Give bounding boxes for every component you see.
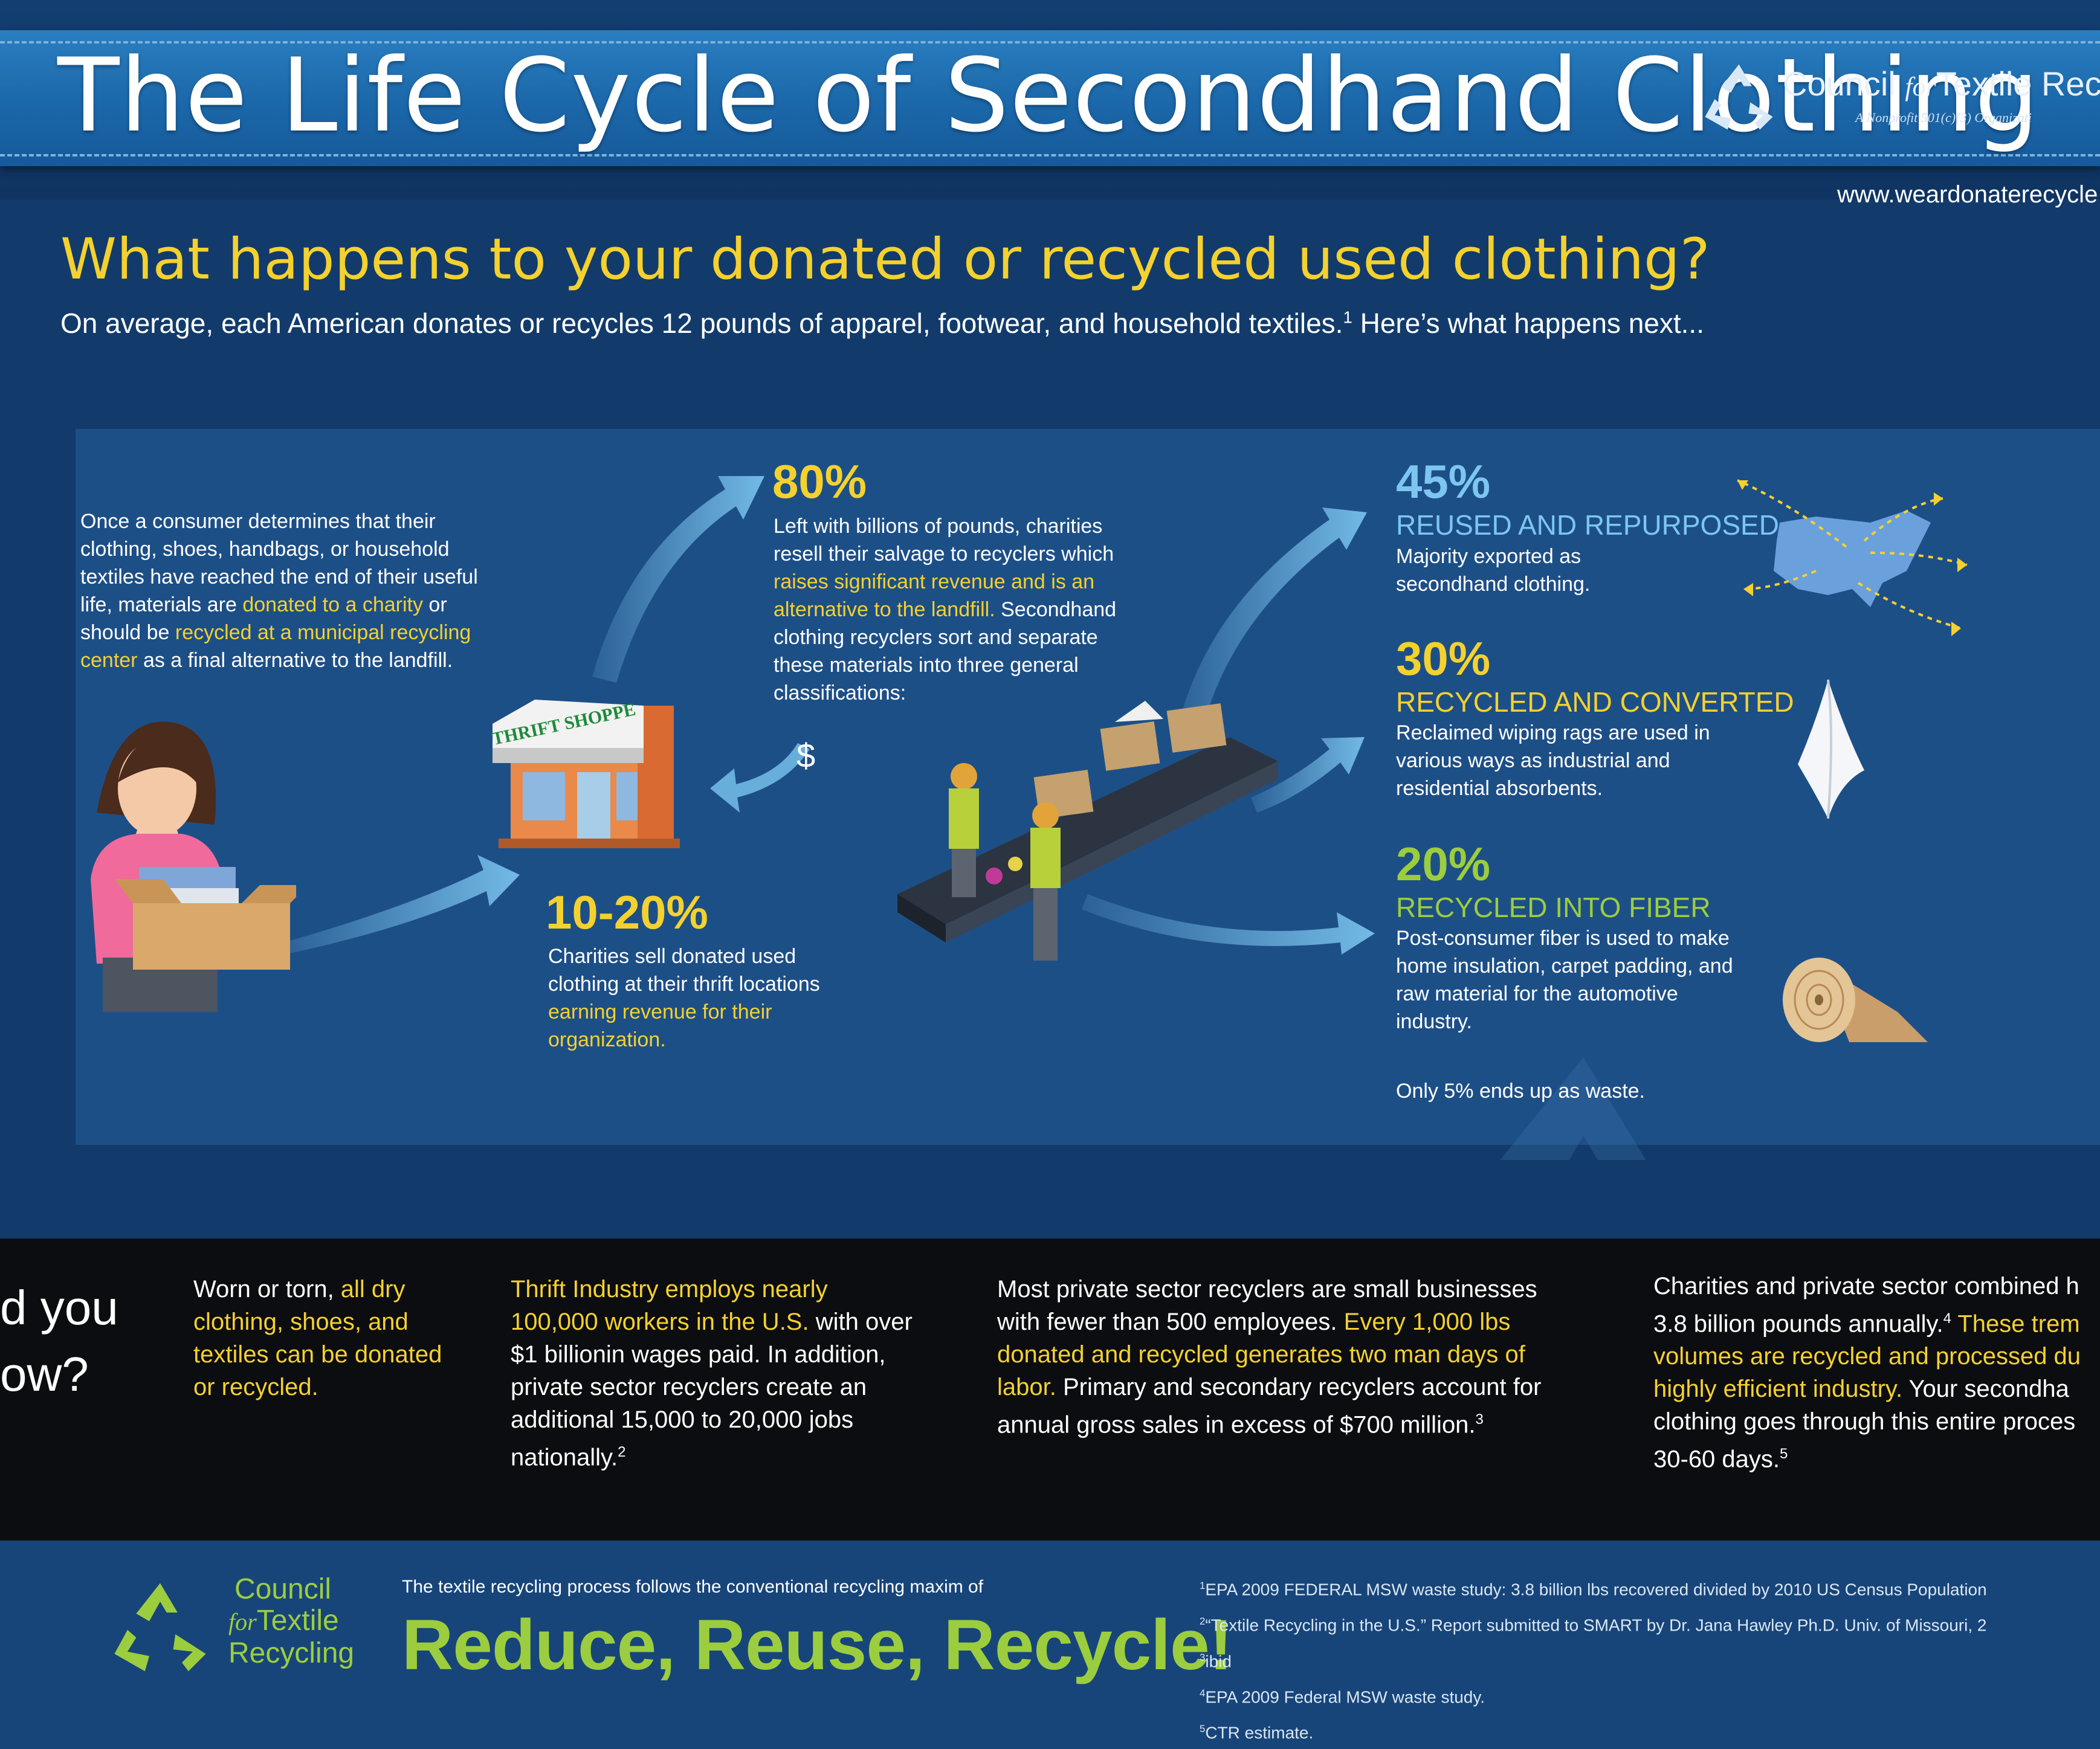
arrow-to-recyclers (592, 476, 764, 683)
arrow-dollar-return (710, 743, 810, 813)
consumer-text: Once a consumer determines that their cl… (80, 510, 478, 672)
reused-title: REUSED AND REPURPOSED (1396, 509, 1779, 541)
arrow-to-reused (1178, 507, 1367, 728)
waste-note: Only 5% ends up as waste. (1396, 1080, 1646, 1103)
dollar-sign: $ (796, 736, 816, 775)
recycle-logo-icon (1705, 64, 1773, 130)
converted-text: Reclaimed wiping rags are used in variou… (1396, 721, 1710, 800)
fact-small-businesses: Most private sector recyclers are small … (997, 1276, 1542, 1438)
fiber-roll-icon (1783, 958, 1928, 1042)
footnote-item: 5CTR estimate. (1200, 1723, 1314, 1742)
page-title: The Life Cycle of Secondhand Clothing (57, 36, 2040, 155)
recycle-logo-footer-icon (114, 1583, 206, 1672)
banner-stitch-top (0, 41, 2100, 43)
converted-title: RECYCLED AND CONVERTED (1396, 686, 1794, 718)
did-you-know-heading: d you ow? (0, 1281, 118, 1401)
reused-percent: 45% (1396, 455, 1491, 508)
recyclers-text: Left with billions of pounds, charities … (774, 515, 1117, 704)
reused-text: Majority exported as secondhand clothing… (1396, 545, 1591, 596)
sorting-conveyor-illustration (897, 701, 1278, 961)
footnote-item: 2“Textile Recycling in the U.S.” Report … (1200, 1615, 1987, 1635)
intro-text: On average, each American donates or rec… (60, 308, 1704, 339)
footnotes: 1EPA 2009 FEDERAL MSW waste study: 3.8 b… (1200, 1570, 2100, 1749)
fact-donate: Worn or torn, all dry clothing, shoes, a… (193, 1276, 442, 1400)
maxim-headline: Reduce, Reuse, Recycle! (402, 1605, 1233, 1685)
footer (0, 1541, 2100, 1749)
banner-stitch-bottom (0, 154, 2100, 156)
converted-percent: 30% (1396, 632, 1491, 685)
usa-map-icon (1737, 479, 1968, 636)
flow-arrows (284, 476, 1646, 1160)
org-subtitle-header: A Nonprofit 501(c)(3) Organizati (1855, 110, 2032, 125)
footnote-item: 4EPA 2009 Federal MSW waste study. (1200, 1687, 1485, 1707)
thrift-text: Charities sell donated used clothing at … (548, 945, 820, 1051)
fiber-percent: 20% (1396, 837, 1491, 891)
woman-with-box-illustration (91, 721, 296, 1012)
fiber-title: RECYCLED INTO FIBER (1396, 892, 1711, 923)
arrow-to-thrift (284, 855, 520, 955)
section-question: What happens to your donated or recycled… (60, 227, 1710, 292)
maxim-intro: The textile recycling process follows th… (402, 1577, 984, 1597)
org-name-header: Council forTextile Recy (1783, 65, 2100, 103)
did-you-know-band (0, 1238, 2100, 1541)
arrow-to-converted (1251, 737, 1365, 813)
footnote-item: 1EPA 2009 FEDERAL MSW waste study: 3.8 b… (1200, 1580, 1987, 1599)
fact-volume: Charities and private sector combined h … (1653, 1273, 2081, 1473)
background-recycle-icon (1500, 1057, 1646, 1160)
thrift-store-illustration: THRIFT SHOPPE (490, 699, 680, 848)
thrift-percent: 10-20% (546, 886, 708, 939)
website-link[interactable]: www.weardonaterecycle (1837, 181, 2098, 208)
org-name-footer: Council forTextile Recycling (228, 1573, 355, 1669)
footnote-item: 3ibid (1200, 1651, 1232, 1670)
fiber-text: Post-consumer fiber is used to make home… (1396, 927, 1733, 1033)
wiping-rag-icon (1798, 679, 1864, 819)
fact-jobs: Thrift Industry employs nearly 100,000 w… (511, 1276, 913, 1471)
arrow-to-fiber (1082, 894, 1375, 955)
title-banner (0, 30, 2100, 166)
recyclers-percent: 80% (772, 455, 867, 508)
